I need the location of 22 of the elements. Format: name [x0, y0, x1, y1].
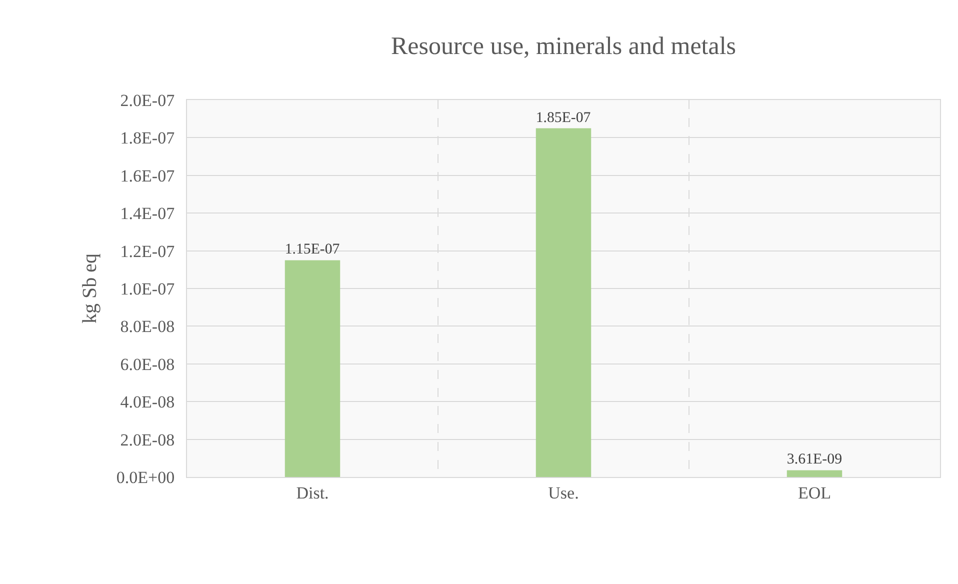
bar — [786, 470, 842, 477]
chart-title: Resource use, minerals and metals — [390, 32, 736, 60]
y-tick-label: 2.0E-08 — [120, 430, 175, 450]
y-tick-label: 1.4E-07 — [120, 204, 176, 224]
y-tick-label: 4.0E-08 — [120, 392, 175, 412]
data-label: 1.85E-07 — [536, 110, 591, 126]
bar — [536, 128, 592, 477]
data-label: 3.61E-09 — [786, 452, 842, 468]
x-tick-label: Use. — [548, 483, 579, 502]
x-tick-label: EOL — [798, 483, 832, 502]
y-tick-label: 2.0E-07 — [120, 90, 176, 110]
y-axis-title: kg Sb eq — [78, 254, 101, 324]
bar — [284, 260, 340, 477]
y-tick-label: 1.2E-07 — [120, 242, 176, 261]
data-label: 1.15E-07 — [284, 242, 340, 258]
y-tick-label: 6.0E-08 — [120, 354, 175, 374]
x-tick-label: Dist. — [296, 483, 329, 502]
y-tick-label: 1.0E-07 — [120, 279, 176, 298]
y-tick-label: 8.0E-08 — [120, 317, 175, 336]
y-tick-label: 1.8E-07 — [120, 128, 176, 148]
y-tick-label: 0.0E+00 — [116, 468, 175, 487]
y-tick-label: 1.6E-07 — [120, 166, 176, 186]
